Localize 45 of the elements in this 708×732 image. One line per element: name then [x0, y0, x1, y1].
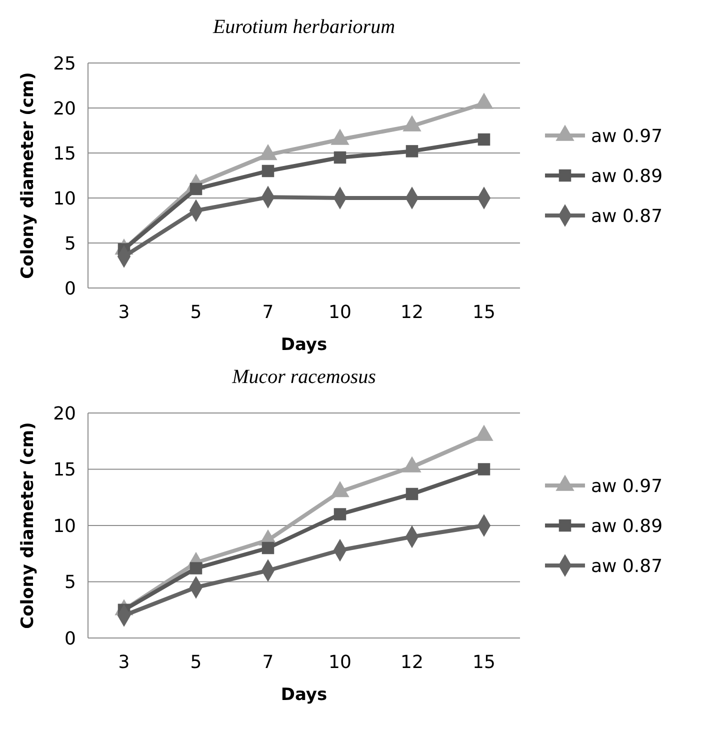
y-tick-label: 15 [53, 460, 76, 481]
y-tick-label: 15 [53, 143, 76, 164]
point [406, 488, 418, 500]
point [262, 542, 274, 554]
y-axis-title: Colony diameter (cm) [18, 422, 38, 629]
x-tick-label: 12 [400, 302, 424, 323]
y-tick-label: 0 [64, 628, 76, 650]
y-tick-label: 25 [53, 53, 76, 74]
x-tick-label: 7 [262, 302, 274, 323]
y-tick-label: 5 [64, 572, 76, 594]
x-tick-label: 5 [190, 652, 202, 673]
x-axis-title: Days [280, 335, 328, 355]
point [334, 508, 346, 520]
point [190, 562, 202, 574]
legend-label: aw 0.89 [591, 516, 663, 537]
point [406, 145, 418, 158]
legend-label: aw 0.97 [591, 126, 663, 147]
point [334, 151, 346, 164]
y-tick-label: 10 [53, 188, 76, 210]
x-tick-label: 12 [400, 652, 424, 673]
x-tick-label: 15 [472, 652, 496, 673]
x-axis-title: Days [280, 685, 328, 705]
y-tick-label: 10 [53, 516, 76, 537]
y-tick-label: 0 [64, 278, 76, 300]
point [262, 164, 274, 178]
y-tick-label: 5 [64, 233, 76, 254]
point [478, 133, 490, 146]
x-tick-label: 5 [190, 302, 202, 323]
x-tick-label: 10 [328, 302, 352, 323]
chart-title: Mucor racemosus [231, 366, 376, 388]
y-tick-label: 20 [53, 403, 76, 424]
legend-label: aw 0.89 [591, 166, 663, 187]
legend-label: aw 0.87 [591, 206, 663, 227]
x-tick-label: 3 [118, 652, 130, 673]
x-tick-label: 3 [118, 302, 130, 323]
point [478, 463, 490, 476]
x-tick-label: 7 [262, 652, 274, 673]
x-tick-label: 15 [472, 302, 496, 323]
y-axis-title: Colony diameter (cm) [18, 72, 38, 279]
point [190, 182, 202, 196]
legend-label: aw 0.87 [591, 556, 663, 577]
y-tick-label: 20 [53, 98, 76, 120]
x-tick-label: 10 [328, 652, 352, 673]
legend-label: aw 0.97 [591, 476, 663, 497]
chart-title: Eurotium herbariorum [212, 16, 396, 38]
